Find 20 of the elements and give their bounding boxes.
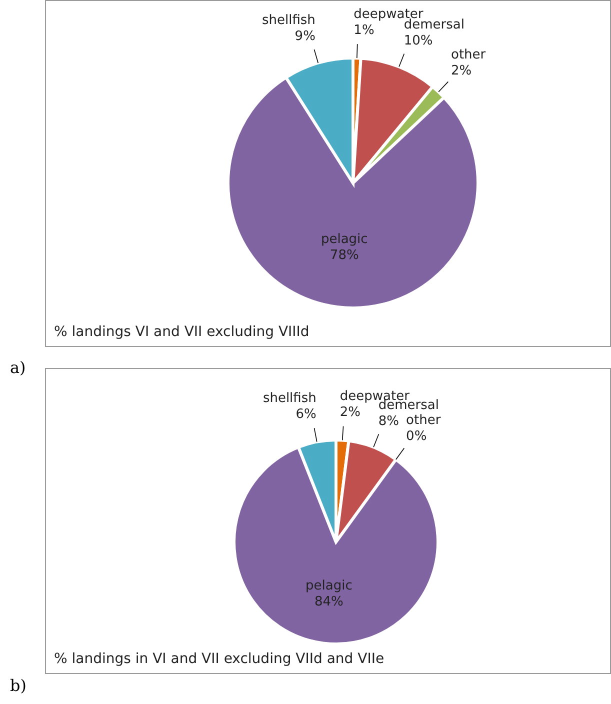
- text: a): [10, 358, 26, 377]
- data-label: 78%: [330, 248, 359, 264]
- data-label: 6%: [296, 407, 316, 422]
- data-label: 8%: [378, 414, 400, 429]
- slice-label: pelagic: [306, 578, 352, 594]
- text: % landings in VI and VII excluding VIId and VIIe: [54, 651, 384, 667]
- data-label: 9%: [294, 28, 316, 44]
- slice-label: other: [451, 47, 486, 62]
- data-label: 10%: [404, 33, 433, 48]
- slice-label: pelagic: [320, 232, 368, 248]
- slice-label: shellfish: [262, 12, 316, 28]
- text: 0%: [406, 429, 427, 444]
- data-label: 84%: [314, 594, 344, 610]
- data-label: 2%: [340, 405, 361, 420]
- category-label: other: [406, 413, 441, 428]
- slice-label: shellfish: [262, 391, 316, 406]
- data-label: 1%: [354, 23, 374, 38]
- data-label: 2%: [451, 63, 472, 78]
- text: % landings VI and VII excluding VIIId: [54, 324, 310, 340]
- text: b): [10, 676, 26, 695]
